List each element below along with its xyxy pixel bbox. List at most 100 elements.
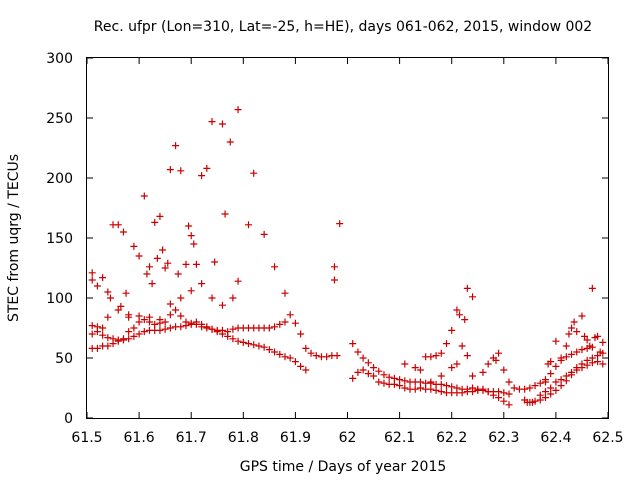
data-point [568, 368, 576, 376]
x-tick-label: 62 [339, 430, 357, 446]
data-point [161, 318, 169, 326]
data-point [469, 293, 477, 301]
data-point [166, 166, 174, 174]
data-point [375, 378, 383, 386]
data-point [573, 328, 581, 336]
data-point [390, 380, 398, 388]
data-point [187, 319, 195, 327]
data-point [380, 379, 388, 387]
data-point [531, 382, 539, 390]
data-point [135, 252, 143, 260]
data-point [484, 388, 492, 396]
data-point [552, 386, 560, 394]
y-tick-label: 0 [64, 411, 73, 427]
data-point [245, 340, 253, 348]
axis-ticks: 61.5 61.6 61.7 61.8 61.9 62 62.1 62.2 62.3 62.4 62… [46, 51, 623, 446]
data-point [552, 337, 560, 345]
data-point [276, 320, 284, 328]
data-point [594, 332, 602, 340]
data-point [469, 388, 477, 396]
data-point [104, 334, 112, 342]
data-point [146, 313, 154, 321]
data-point [93, 344, 101, 352]
data-point [260, 230, 268, 238]
data-point [208, 294, 216, 302]
data-point [469, 372, 477, 380]
data-point [349, 374, 357, 382]
data-point [448, 364, 456, 372]
x-tick-label: 62.1 [384, 430, 415, 446]
data-point [599, 360, 607, 368]
data-point [250, 341, 258, 349]
data-point [140, 316, 148, 324]
data-point [495, 349, 503, 357]
data-point [416, 384, 424, 392]
data-point [302, 366, 310, 374]
data-point [333, 352, 341, 360]
x-tick-label: 61.5 [71, 430, 102, 446]
data-point [276, 350, 284, 358]
data-point [166, 324, 174, 332]
data-point [437, 372, 445, 380]
data-point [177, 323, 185, 331]
data-point [229, 325, 237, 333]
data-point [153, 254, 161, 262]
data-point [370, 372, 378, 380]
data-point [198, 280, 206, 288]
data-point [541, 388, 549, 396]
data-point [218, 120, 226, 128]
data-point [109, 335, 117, 343]
data-point [442, 382, 450, 390]
data-point [578, 364, 586, 372]
data-point [130, 332, 138, 340]
data-point [453, 306, 461, 314]
data-point [161, 264, 169, 272]
data-point [427, 385, 435, 393]
data-point [588, 284, 596, 292]
data-point [432, 386, 440, 394]
data-point [88, 330, 96, 338]
data-point [495, 394, 503, 402]
y-axis-label: STEC from uqrg / TECUs [6, 154, 22, 322]
data-point [411, 385, 419, 393]
data-point [119, 228, 127, 236]
data-point [143, 270, 151, 278]
data-point [291, 319, 299, 327]
data-point [190, 240, 198, 248]
data-point [581, 332, 589, 340]
data-point [380, 371, 388, 379]
data-point [442, 340, 450, 348]
data-point [114, 306, 122, 314]
data-point [114, 221, 122, 229]
data-point [260, 343, 268, 351]
data-point [364, 359, 372, 367]
data-point [156, 316, 164, 324]
x-tick-label: 61.9 [280, 430, 311, 446]
data-point [302, 344, 310, 352]
data-point [125, 328, 133, 336]
data-point [203, 164, 211, 172]
data-point [505, 390, 513, 398]
data-point [234, 277, 242, 285]
data-point [521, 385, 529, 393]
data-point [370, 364, 378, 372]
data-point [596, 348, 604, 356]
data-point [122, 289, 130, 297]
data-point [218, 301, 226, 309]
data-point [291, 358, 299, 366]
x-tick-label: 61.8 [228, 430, 259, 446]
y-tick-label: 50 [55, 351, 73, 367]
data-point [432, 352, 440, 360]
data-point [586, 342, 594, 350]
data-point [177, 167, 185, 175]
data-point [93, 323, 101, 331]
data-point [411, 364, 419, 372]
data-point [99, 274, 107, 282]
data-point [547, 370, 555, 378]
data-point [106, 294, 114, 302]
data-point [349, 340, 357, 348]
data-point [562, 372, 570, 380]
data-point [505, 378, 513, 386]
x-tick-label: 62.5 [592, 430, 623, 446]
data-point [583, 361, 591, 369]
